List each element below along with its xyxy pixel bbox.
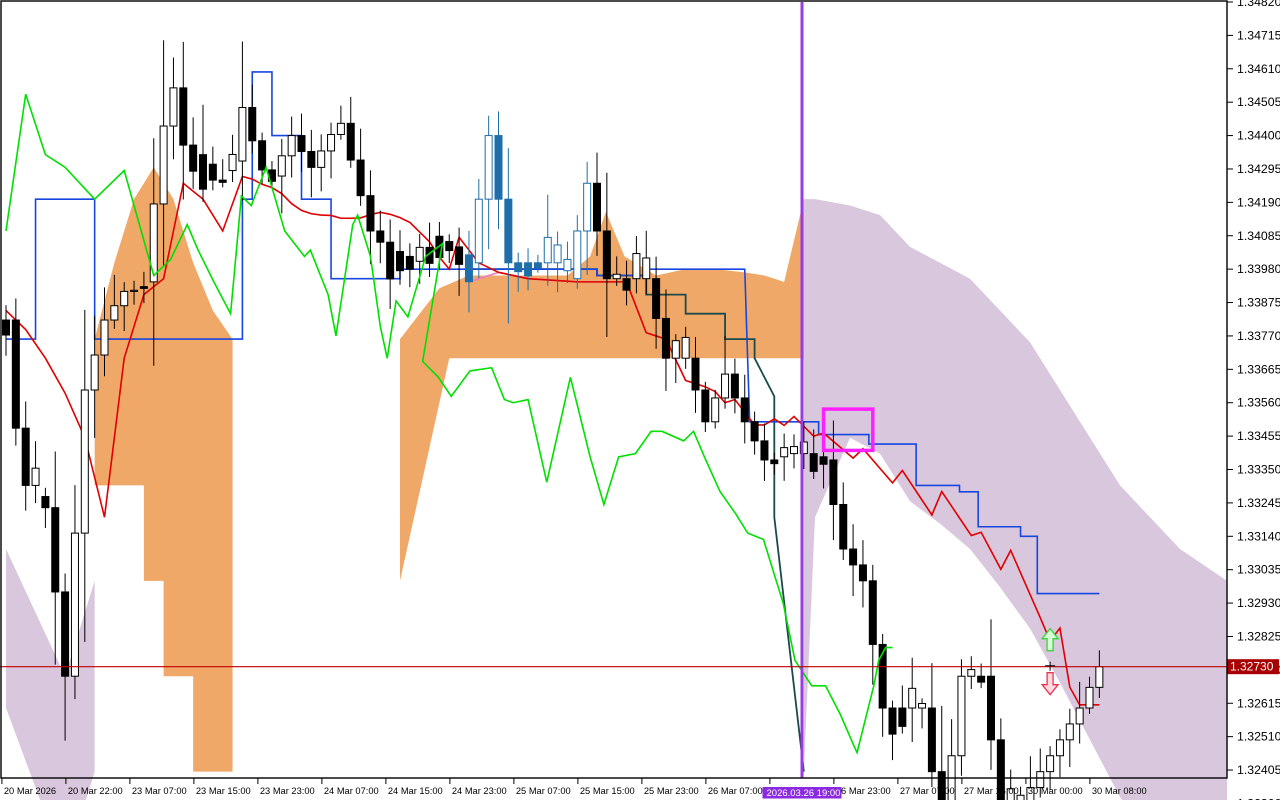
svg-text:25 Mar 07:00: 25 Mar 07:00 — [516, 786, 571, 796]
svg-text:1.32930: 1.32930 — [1237, 596, 1280, 610]
svg-text:1.33560: 1.33560 — [1237, 396, 1280, 410]
svg-text:20 Mar 2026: 20 Mar 2026 — [4, 786, 56, 796]
svg-text:24 Mar 23:00: 24 Mar 23:00 — [452, 786, 507, 796]
svg-text:26 Mar 07:00: 26 Mar 07:00 — [708, 786, 763, 796]
svg-text:1.34295: 1.34295 — [1237, 162, 1280, 176]
svg-text:30 Mar 08:00: 30 Mar 08:00 — [1092, 786, 1147, 796]
svg-text:1.33665: 1.33665 — [1237, 362, 1280, 376]
svg-text:1.34400: 1.34400 — [1237, 129, 1280, 143]
svg-text:2026.03.26 19:00: 2026.03.26 19:00 — [767, 788, 841, 799]
svg-text:1.34190: 1.34190 — [1237, 195, 1280, 209]
svg-text:1.32825: 1.32825 — [1237, 629, 1280, 643]
svg-text:26 Mar 23:00: 26 Mar 23:00 — [836, 786, 891, 796]
svg-text:23 Mar 07:00: 23 Mar 07:00 — [132, 786, 187, 796]
svg-text:1.33350: 1.33350 — [1237, 463, 1280, 477]
svg-text:1.32730: 1.32730 — [1230, 660, 1274, 674]
svg-text:20 Mar 22:00: 20 Mar 22:00 — [68, 786, 123, 796]
svg-text:1.33140: 1.33140 — [1237, 529, 1280, 543]
svg-text:1.34085: 1.34085 — [1237, 229, 1280, 243]
svg-text:25 Mar 15:00: 25 Mar 15:00 — [580, 786, 635, 796]
svg-text:1.33245: 1.33245 — [1237, 496, 1280, 510]
svg-text:23 Mar 15:00: 23 Mar 15:00 — [196, 786, 251, 796]
svg-text:1.34505: 1.34505 — [1237, 95, 1280, 109]
svg-text:23 Mar 23:00: 23 Mar 23:00 — [260, 786, 315, 796]
svg-text:1.32300: 1.32300 — [1237, 796, 1280, 800]
svg-text:27 Mar 15:00: 27 Mar 15:00 — [964, 786, 1019, 796]
svg-text:1.33980: 1.33980 — [1237, 262, 1280, 276]
svg-text:24 Mar 15:00: 24 Mar 15:00 — [388, 786, 443, 796]
svg-text:1.34610: 1.34610 — [1237, 62, 1280, 76]
svg-text:1.32405: 1.32405 — [1237, 763, 1280, 777]
svg-text:1.33875: 1.33875 — [1237, 296, 1280, 310]
svg-text:30 Mar 00:00: 30 Mar 00:00 — [1028, 786, 1083, 796]
svg-text:1.34820: 1.34820 — [1237, 0, 1280, 9]
svg-text:1.32510: 1.32510 — [1237, 730, 1280, 744]
svg-text:24 Mar 07:00: 24 Mar 07:00 — [324, 786, 379, 796]
svg-text:1.33455: 1.33455 — [1237, 429, 1280, 443]
svg-text:1.33035: 1.33035 — [1237, 563, 1280, 577]
svg-text:1.34715: 1.34715 — [1237, 28, 1280, 42]
svg-text:1.32615: 1.32615 — [1237, 696, 1280, 710]
svg-text:25 Mar 23:00: 25 Mar 23:00 — [644, 786, 699, 796]
svg-text:1.33770: 1.33770 — [1237, 329, 1280, 343]
svg-text:27 Mar 07:00: 27 Mar 07:00 — [900, 786, 955, 796]
